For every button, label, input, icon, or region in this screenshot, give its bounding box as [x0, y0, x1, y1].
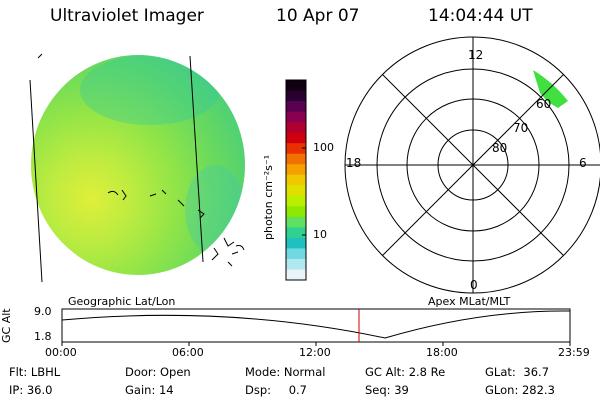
apex-map-label: Apex MLat/MLT: [428, 295, 511, 308]
colorbar-segment: [286, 227, 306, 239]
geographic-map-label: Geographic Lat/Lon: [68, 295, 176, 308]
colorbar-segment: [286, 153, 306, 165]
colorbar-segment: [286, 111, 306, 123]
status-mode: Mode: Normal: [245, 365, 326, 379]
status-glon: GLon: 282.3: [485, 383, 555, 397]
colorbar-unit-label: photon cm⁻²s⁻¹: [262, 154, 275, 240]
altitude-curve: [61, 310, 571, 339]
status-gain: Gain: 14: [125, 383, 174, 397]
colorbar-segment: [286, 122, 306, 134]
timeline-ytick-1-8: 1.8: [34, 330, 52, 343]
status-gc-alt: GC Alt: 2.8 Re: [365, 365, 446, 379]
status-glat: GLat: 36.7: [485, 365, 550, 379]
status-dsp: Dsp: 0.7: [245, 383, 307, 397]
observation-time: 14:04:44 UT: [428, 6, 533, 26]
colorbar-segment: [286, 185, 306, 197]
lat-label-60: 60: [536, 97, 552, 111]
earth-image: [29, 53, 245, 283]
colorbar-segment: [286, 195, 306, 207]
timeline-xtick-0000: 00:00: [45, 346, 77, 359]
mlt-label-0: 0: [470, 278, 478, 292]
colorbar-segment: [286, 216, 306, 228]
polar-plot: [344, 36, 600, 294]
lat-label-80: 80: [492, 141, 508, 155]
colorbar-segment: [286, 90, 306, 102]
colorbar-segment: [286, 206, 306, 218]
colorbar-segment: [286, 248, 306, 260]
colorbar-segment: [286, 101, 306, 113]
timeline-plot: [61, 308, 571, 346]
mlt-label-6: 6: [579, 156, 587, 170]
instrument-title: Ultraviolet Imager: [50, 6, 204, 26]
boundary-line-right: [189, 55, 204, 263]
colorbar-segment: [286, 80, 306, 92]
colorbar-segment: [286, 164, 306, 176]
colorbar-label-10: 10: [313, 228, 327, 241]
colorbar-segment: [286, 237, 306, 249]
mlt-label-18: 18: [346, 156, 362, 170]
timeline-xtick-1200: 12:00: [299, 346, 331, 359]
aurora-highlight: [533, 70, 568, 108]
timeline-xtick-1800: 18:00: [426, 346, 458, 359]
colorbar-segment: [286, 174, 306, 186]
observation-date: 10 Apr 07: [276, 6, 360, 26]
colorbar-segment: [286, 258, 306, 270]
status-ip: IP: 36.0: [9, 383, 53, 397]
boundary-line-left: [29, 79, 43, 283]
colorbar-label-100: 100: [313, 141, 334, 154]
colorbar-segment: [286, 143, 306, 155]
status-door: Door: Open: [125, 365, 191, 379]
status-filter: Flt: LBHL: [9, 365, 61, 379]
timeline-xtick-2359: 23:59: [558, 346, 590, 359]
coastline-outline: [107, 189, 245, 267]
lat-label-70: 70: [513, 121, 529, 135]
colorbar: [286, 80, 306, 281]
colorbar-segment: [286, 132, 306, 144]
colorbar-segment: [286, 269, 306, 281]
timeline-axis-title: GC Alt: [0, 308, 13, 343]
mlt-label-12: 12: [468, 48, 484, 62]
timeline-xtick-0600: 06:00: [172, 346, 204, 359]
timeline-ytick-9: 9.0: [34, 305, 52, 318]
status-seq: Seq: 39: [365, 383, 409, 397]
